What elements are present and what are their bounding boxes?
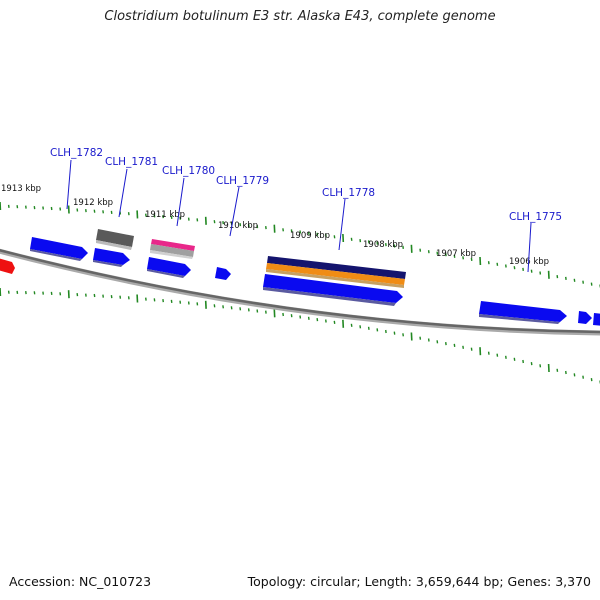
leader-clh-1778 [338, 198, 346, 251]
map-title: Clostridium botulinum E3 str. Alaska E43… [104, 9, 496, 24]
cds-clh-1778-shadow [263, 287, 396, 306]
cds-clh-1776-shadow [479, 314, 560, 324]
gene-label-clh-1778[interactable]: CLH_1778 [322, 187, 375, 199]
cds-clh-1776[interactable] [479, 301, 567, 322]
kbp-label-1912: 1912 kbp [73, 198, 113, 208]
gene-label-clh-1779[interactable]: CLH_1779 [216, 175, 269, 187]
accession-text: Accession: NC_010723 [9, 574, 152, 589]
kbp-label-1908: 1908 kbp [363, 240, 403, 250]
rna-clh-1780-shadow [150, 250, 193, 259]
cds-clh-1780[interactable] [147, 257, 191, 276]
kbp-label-1907: 1907 kbp [436, 249, 476, 259]
cds-clh-1779[interactable] [215, 267, 231, 280]
cds-clh-1774[interactable] [593, 313, 600, 326]
kbp-label-1913: 1913 kbp [1, 184, 41, 194]
leader-clh-1779 [229, 186, 240, 237]
leader-clh-1781 [118, 168, 128, 218]
gene-label-clh-1780[interactable]: CLH_1780 [162, 165, 215, 177]
gene-clh-1781[interactable] [96, 229, 134, 247]
red-feature[interactable] [0, 258, 15, 274]
kbp-label-1909: 1909 kbp [290, 231, 330, 241]
cds-clh-1781[interactable] [93, 248, 130, 265]
leader-clh-1782 [66, 159, 72, 210]
genome-stats-text: Topology: circular; Length: 3,659,644 bp… [247, 574, 591, 589]
genome-backbone-core [0, 248, 600, 334]
gene-label-clh-1781[interactable]: CLH_1781 [105, 156, 158, 168]
upper-tick-ring [0, 201, 600, 288]
rna-clh-1780[interactable] [151, 239, 195, 251]
leader-clh-1780 [176, 177, 185, 227]
cds-clh-1778[interactable] [263, 274, 403, 303]
cds-clh-1775[interactable] [578, 311, 592, 324]
gene-clh-1778-navy[interactable] [267, 256, 406, 279]
gene-clh-1778-shadow [266, 269, 404, 288]
gene-label-clh-1775[interactable]: CLH_1775 [509, 211, 562, 223]
cds-clh-1782[interactable] [30, 237, 88, 259]
gene-label-clh-1782[interactable]: CLH_1782 [50, 147, 103, 159]
gene-clh-1781-shadow [96, 240, 132, 250]
lower-tick-ring [0, 287, 600, 384]
leader-clh-1775 [527, 222, 532, 273]
cds-clh-1781-shadow [93, 260, 123, 267]
kbp-label-1910: 1910 kbp [218, 221, 258, 231]
kbp-label-1911: 1911 kbp [145, 210, 185, 220]
gene-clh-1778-orange[interactable] [266, 263, 405, 285]
rna-clh-1780-grey [150, 244, 194, 257]
cds-clh-1780-shadow [147, 269, 185, 278]
cds-clh-1782-shadow [30, 249, 82, 261]
